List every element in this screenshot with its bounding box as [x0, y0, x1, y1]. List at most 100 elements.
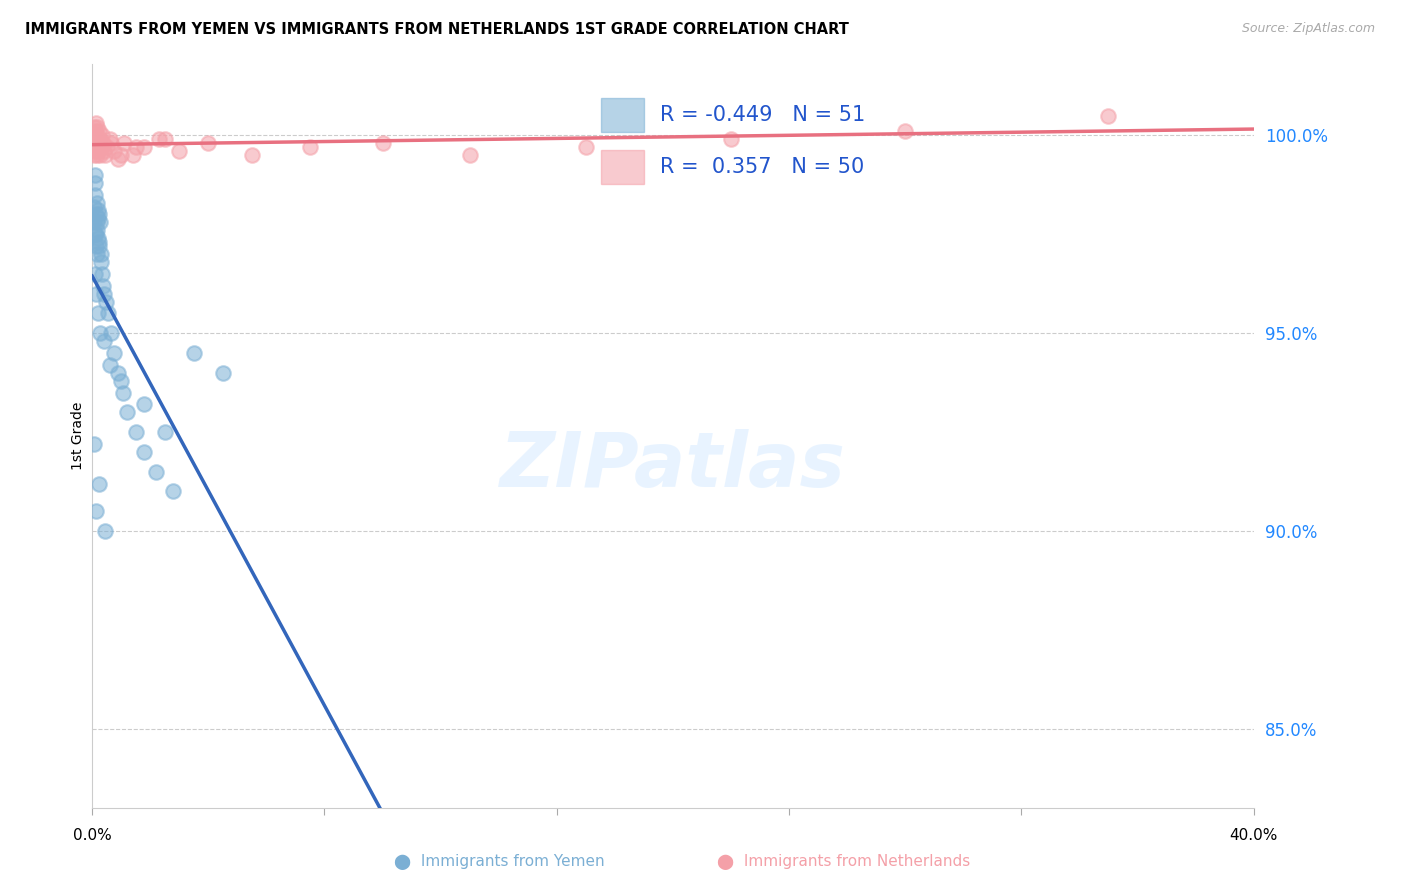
Point	[94, 148, 117, 162]
Point	[720, 132, 742, 146]
Point	[86, 306, 108, 320]
Point	[240, 148, 263, 162]
Point	[96, 140, 118, 154]
Point	[100, 326, 122, 341]
Point	[94, 294, 117, 309]
Point	[91, 278, 114, 293]
Point	[83, 437, 105, 451]
Point	[458, 148, 481, 162]
Point	[98, 358, 121, 372]
Point	[83, 136, 105, 151]
Point	[84, 504, 107, 518]
Point	[145, 465, 167, 479]
Point	[83, 120, 105, 135]
Point	[134, 445, 156, 459]
Point	[93, 144, 115, 158]
Point	[91, 136, 114, 151]
Point	[148, 132, 170, 146]
Y-axis label: 1st Grade: 1st Grade	[72, 402, 86, 470]
Point	[86, 195, 108, 210]
Point	[125, 140, 148, 154]
Point	[197, 136, 219, 151]
Point	[86, 128, 108, 143]
Point	[84, 140, 107, 154]
Point	[89, 476, 111, 491]
Point	[87, 124, 110, 138]
Point	[86, 223, 108, 237]
Point	[103, 144, 125, 158]
Point	[86, 203, 108, 218]
Point	[134, 140, 156, 154]
Point	[83, 128, 105, 143]
Point	[84, 267, 107, 281]
Point	[183, 346, 205, 360]
Point	[115, 405, 138, 419]
Point	[90, 255, 112, 269]
Point	[93, 286, 115, 301]
Point	[82, 136, 104, 151]
Text: 0.0%: 0.0%	[73, 828, 111, 843]
Point	[87, 231, 110, 245]
Text: ZIPatlas: ZIPatlas	[501, 429, 846, 503]
Point	[84, 124, 107, 138]
Point	[97, 306, 120, 320]
Point	[89, 132, 111, 146]
Point	[110, 148, 132, 162]
Point	[94, 524, 117, 538]
Point	[91, 267, 114, 281]
Point	[83, 128, 105, 143]
Point	[93, 334, 115, 348]
Point	[169, 144, 191, 158]
Point	[153, 132, 176, 146]
Point	[153, 425, 176, 439]
Point	[211, 366, 233, 380]
Point	[112, 136, 135, 151]
Text: ⬤  Immigrants from Netherlands: ⬤ Immigrants from Netherlands	[717, 854, 970, 870]
Point	[107, 366, 129, 380]
Point	[89, 148, 111, 162]
Point	[87, 144, 110, 158]
Point	[87, 239, 110, 253]
Point	[83, 215, 105, 229]
Point	[84, 176, 107, 190]
Point	[84, 227, 107, 242]
Point	[86, 136, 108, 151]
Point	[83, 148, 105, 162]
Point	[86, 148, 108, 162]
Text: 40.0%: 40.0%	[1229, 828, 1278, 843]
Point	[83, 227, 105, 242]
Point	[84, 116, 107, 130]
Text: Source: ZipAtlas.com: Source: ZipAtlas.com	[1241, 22, 1375, 36]
Point	[84, 168, 107, 182]
Point	[134, 397, 156, 411]
Point	[83, 200, 105, 214]
Point	[84, 207, 107, 221]
Point	[86, 136, 108, 151]
Point	[121, 148, 143, 162]
Point	[575, 140, 598, 154]
Point	[894, 124, 917, 138]
Point	[90, 128, 112, 143]
Point	[87, 207, 110, 221]
Point	[125, 425, 148, 439]
Point	[84, 144, 107, 158]
Point	[107, 152, 129, 166]
Point	[162, 484, 184, 499]
Point	[87, 211, 110, 226]
Point	[98, 132, 121, 146]
Point	[86, 247, 108, 261]
Point	[89, 215, 111, 229]
Point	[90, 247, 112, 261]
Text: IMMIGRANTS FROM YEMEN VS IMMIGRANTS FROM NETHERLANDS 1ST GRADE CORRELATION CHART: IMMIGRANTS FROM YEMEN VS IMMIGRANTS FROM…	[25, 22, 849, 37]
Point	[83, 187, 105, 202]
Point	[84, 286, 107, 301]
Point	[84, 239, 107, 253]
Point	[86, 120, 108, 135]
Point	[371, 136, 394, 151]
Point	[103, 346, 125, 360]
Point	[84, 140, 107, 154]
Point	[90, 140, 112, 154]
Point	[111, 385, 134, 400]
Point	[110, 374, 132, 388]
Point	[83, 132, 105, 146]
